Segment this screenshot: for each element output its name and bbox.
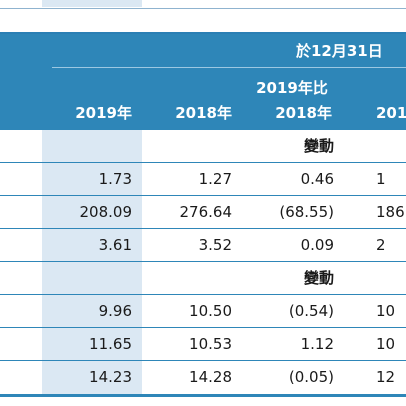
- section-row: 變動: [0, 130, 406, 163]
- cell-partial: 12: [376, 368, 396, 386]
- cell-2018: 14.28: [189, 368, 232, 386]
- section-label: 變動: [303, 269, 334, 287]
- cell-2018: 1.27: [198, 170, 232, 188]
- header-change-year: 2018年: [275, 104, 332, 122]
- table-row: 9.96 10.50 (0.54) 10: [0, 295, 406, 328]
- table-row: 11.65 10.53 1.12 10: [0, 328, 406, 361]
- top-highlight: [42, 0, 142, 7]
- cell-2019: 1.73: [98, 170, 132, 188]
- table-row: 1.73 1.27 0.46 1: [0, 163, 406, 196]
- top-strip: [0, 0, 406, 33]
- cell-2019: 208.09: [79, 203, 133, 221]
- group-rule: [52, 67, 406, 68]
- cell-change: (0.54): [288, 302, 334, 320]
- highlight-column: [42, 130, 142, 396]
- bottom-rule: [0, 394, 406, 397]
- header-year-2018: 2018年: [175, 104, 232, 122]
- change-title: 2019年比: [256, 79, 328, 97]
- top-rule: [0, 8, 406, 9]
- cell-partial: 2: [376, 236, 386, 254]
- cell-partial: 10: [376, 302, 396, 320]
- section-row: 變動: [0, 262, 406, 295]
- cell-partial: 1: [376, 170, 386, 188]
- cell-change: 0.09: [300, 236, 334, 254]
- cell-change: 1.12: [300, 335, 334, 353]
- cell-2018: 3.52: [198, 236, 232, 254]
- table-row: 3.61 3.52 0.09 2: [0, 229, 406, 262]
- section-label: 變動: [303, 137, 334, 155]
- cell-change: (68.55): [279, 203, 334, 221]
- cell-2019: 11.65: [89, 335, 132, 353]
- table-row: 14.23 14.28 (0.05) 12: [0, 361, 406, 394]
- cell-partial: 186: [376, 203, 405, 221]
- cell-change: 0.46: [300, 170, 334, 188]
- cell-partial: 10: [376, 335, 396, 353]
- header-year-2019: 2019年: [75, 104, 132, 122]
- cell-2018: 10.53: [189, 335, 232, 353]
- table-row: 208.09 276.64 (68.55) 186: [0, 196, 406, 229]
- cell-2019: 3.61: [98, 236, 132, 254]
- table-header: 於12月31日 2019年比 2019年 2018年 2018年 201: [0, 34, 406, 130]
- cell-2019: 14.23: [89, 368, 132, 386]
- group-title: 於12月31日: [296, 42, 383, 60]
- cell-2019: 9.96: [98, 302, 132, 320]
- cell-2018: 276.64: [179, 203, 233, 221]
- cell-2018: 10.50: [189, 302, 232, 320]
- top-rule-thick: [0, 32, 406, 34]
- cell-change: (0.05): [288, 368, 334, 386]
- header-year-partial: 201: [376, 104, 406, 122]
